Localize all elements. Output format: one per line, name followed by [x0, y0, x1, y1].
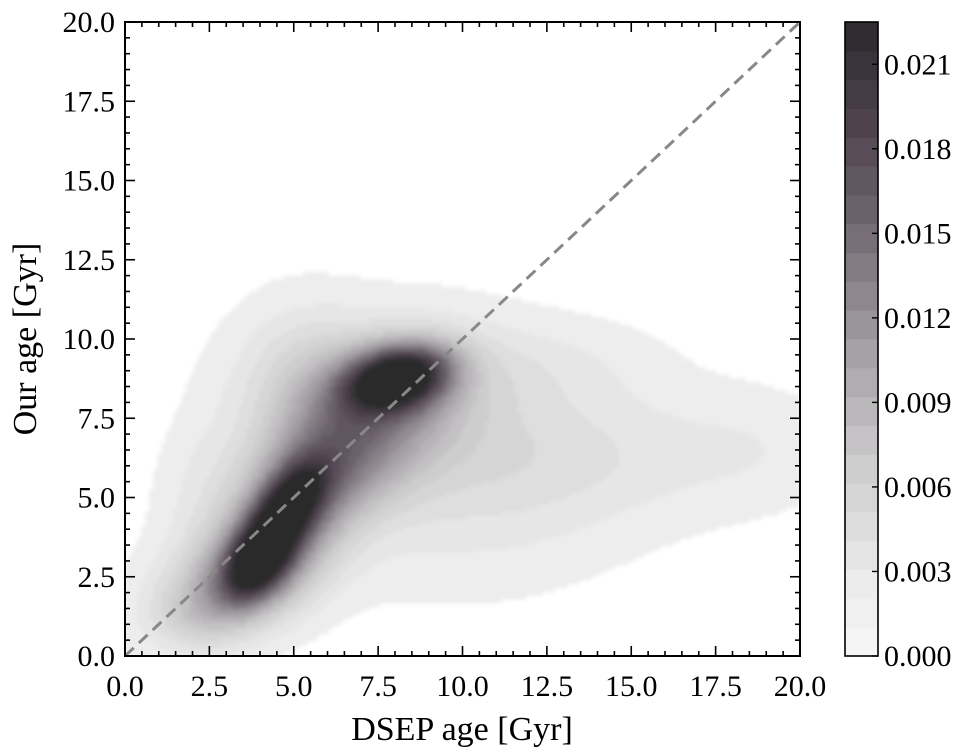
- colorbar-band: [845, 108, 878, 138]
- colorbar-band: [845, 511, 878, 542]
- colorbar-tick-label: 0.018: [884, 133, 952, 166]
- y-tick-label: 17.5: [63, 85, 116, 118]
- colorbar-tick-label: 0.009: [884, 386, 952, 419]
- colorbar-band: [845, 339, 878, 369]
- colorbar-band: [845, 425, 878, 455]
- colorbar-tick-label: 0.000: [884, 640, 952, 673]
- colorbar: [844, 21, 879, 657]
- y-tick-label: 10.0: [63, 323, 116, 356]
- x-tick-label: 5.0: [275, 670, 313, 703]
- y-tick-label: 12.5: [63, 244, 116, 277]
- colorbar-band: [845, 22, 878, 52]
- colorbar-band: [845, 281, 878, 311]
- colorbar-tick-label: 0.021: [884, 48, 952, 81]
- colorbar-frame: [844, 21, 879, 657]
- colorbar-tick-label: 0.003: [884, 555, 952, 588]
- colorbar-band: [845, 223, 878, 254]
- density-field: [125, 271, 800, 656]
- y-tick-label: 2.5: [78, 561, 116, 594]
- colorbar-tick-label: 0.015: [884, 217, 952, 250]
- x-tick-label: 15.0: [605, 670, 658, 703]
- one-to-one-reference-line: [123, 20, 802, 658]
- colorbar-band: [845, 166, 878, 196]
- y-tick-labels: 0.0 2.5 5.0 7.5 10.0 12.5 15.0 17.5 20.0: [63, 6, 116, 673]
- y-axis-label: Our age [Gyr]: [7, 243, 44, 436]
- colorbar-band: [845, 194, 878, 225]
- density-contours: [125, 271, 800, 656]
- x-axis-label: DSEP age [Gyr]: [351, 711, 573, 748]
- colorbar-tick-label: 0.012: [884, 302, 952, 335]
- colorbar-band: [845, 483, 878, 513]
- colorbar-band: [845, 310, 878, 340]
- x-tick-label: 10.0: [436, 670, 489, 703]
- y-tick-label: 20.0: [63, 6, 116, 39]
- colorbar-band: [845, 627, 878, 657]
- colorbar-band: [845, 396, 878, 426]
- y-tick-label: 0.0: [78, 640, 116, 673]
- colorbar-band: [845, 454, 878, 484]
- colorbar-band: [845, 79, 878, 109]
- x-tick-label: 7.5: [359, 670, 397, 703]
- x-tick-label: 20.0: [774, 670, 827, 703]
- y-tick-label: 7.5: [78, 402, 116, 435]
- colorbar-band: [845, 540, 878, 571]
- axis-ticks: [124, 21, 801, 657]
- colorbar-tick-labels: 0.000 0.003 0.006 0.009 0.012 0.015 0.018 0.021: [884, 48, 952, 673]
- x-tick-label: 0.0: [106, 670, 144, 703]
- colorbar-tick-label: 0.006: [884, 471, 952, 504]
- colorbar-band: [845, 50, 878, 81]
- y-tick-label: 5.0: [78, 482, 116, 515]
- colorbar-band: [845, 367, 878, 398]
- x-tick-label: 12.5: [521, 670, 574, 703]
- x-tick-labels: 0.0 2.5 5.0 7.5 10.0 12.5 15.0 17.5 20.0: [106, 670, 826, 703]
- colorbar-band: [845, 252, 878, 282]
- colorbar-band: [845, 569, 878, 599]
- x-tick-label: 17.5: [689, 670, 742, 703]
- colorbar-band: [845, 598, 878, 628]
- x-tick-label: 2.5: [191, 670, 229, 703]
- colorbar-band: [845, 137, 878, 167]
- y-tick-label: 15.0: [63, 165, 116, 198]
